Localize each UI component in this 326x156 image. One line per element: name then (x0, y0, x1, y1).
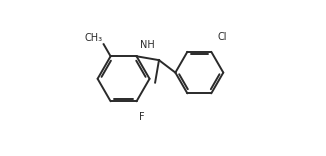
Text: Cl: Cl (217, 32, 227, 42)
Text: NH: NH (141, 40, 155, 50)
Text: F: F (139, 112, 144, 122)
Text: CH₃: CH₃ (85, 33, 103, 44)
